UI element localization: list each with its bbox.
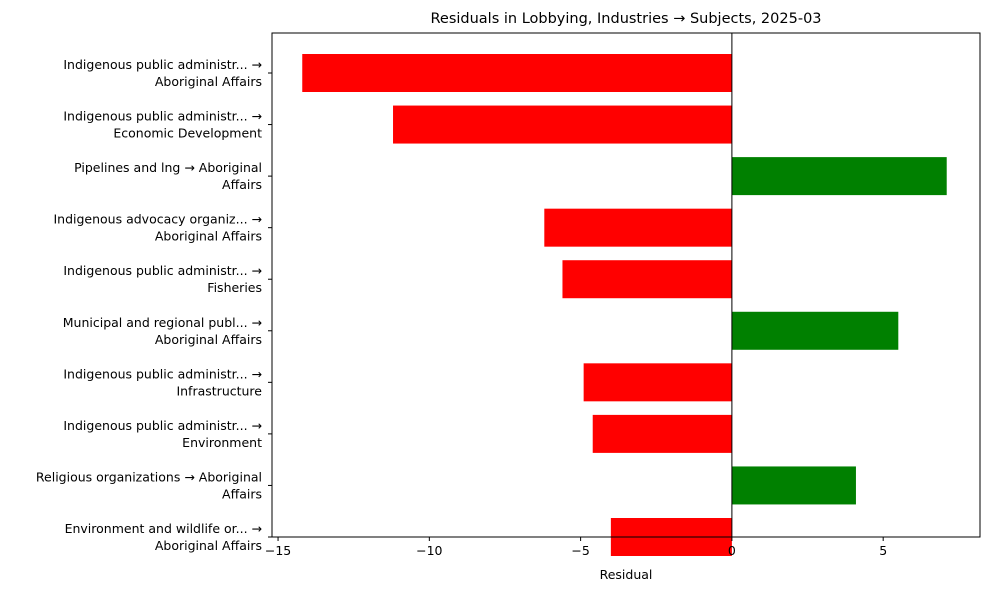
y-tick-label: Aboriginal Affairs [155, 332, 262, 347]
bar-4 [544, 208, 732, 247]
bar-3 [731, 157, 947, 196]
bar-8 [592, 414, 732, 453]
y-tick-label: Aboriginal Affairs [155, 74, 262, 89]
y-tick-label: Indigenous public administr... → [63, 57, 262, 72]
y-tick-label: Indigenous advocacy organiz... → [53, 212, 262, 227]
y-tick-label: Indigenous public administr... → [63, 418, 262, 433]
y-axis: Indigenous public administr... → Aborigin… [36, 57, 272, 553]
bar-7 [583, 363, 732, 402]
bar-1 [302, 54, 732, 92]
x-tick-label: 5 [879, 543, 887, 558]
y-tick-label: Aboriginal Affairs [155, 538, 262, 553]
y-tick-label: Indigenous public administr... → [63, 109, 262, 124]
x-tick-label: −5 [571, 543, 589, 558]
y-tick-label: Indigenous public administr... → [63, 263, 262, 278]
bar-9 [731, 466, 856, 505]
y-tick-label: Infrastructure [176, 383, 262, 398]
bar-2 [393, 105, 732, 144]
x-tick-label: −10 [416, 543, 442, 558]
x-axis-label: Residual [600, 567, 653, 582]
chart-title: Residuals in Lobbying, Industries → Subj… [430, 11, 821, 27]
y-tick-label: Fisheries [207, 280, 262, 295]
x-tick-label: −15 [265, 543, 291, 558]
bar-6 [731, 311, 899, 350]
y-tick-label: Environment and wildlife or... → [65, 521, 262, 536]
y-tick-label: Religious organizations → Aboriginal [36, 469, 262, 484]
y-tick-label: Affairs [222, 177, 262, 192]
x-axis: −15 −10 −5 0 5 [265, 537, 887, 558]
bars-group [302, 54, 947, 556]
x-tick-label: 0 [728, 543, 736, 558]
plot-frame [271, 32, 981, 538]
y-tick-label: Economic Development [113, 126, 262, 141]
y-tick-label: Affairs [222, 486, 262, 501]
y-tick-label: Indigenous public administr... → [63, 366, 262, 381]
y-tick-label: Aboriginal Affairs [155, 229, 262, 244]
bar-5 [562, 260, 732, 299]
y-tick-label: Environment [182, 435, 262, 450]
y-tick-label: Municipal and regional publ... → [63, 315, 262, 330]
y-tick-label: Pipelines and lng → Aboriginal [74, 160, 262, 175]
